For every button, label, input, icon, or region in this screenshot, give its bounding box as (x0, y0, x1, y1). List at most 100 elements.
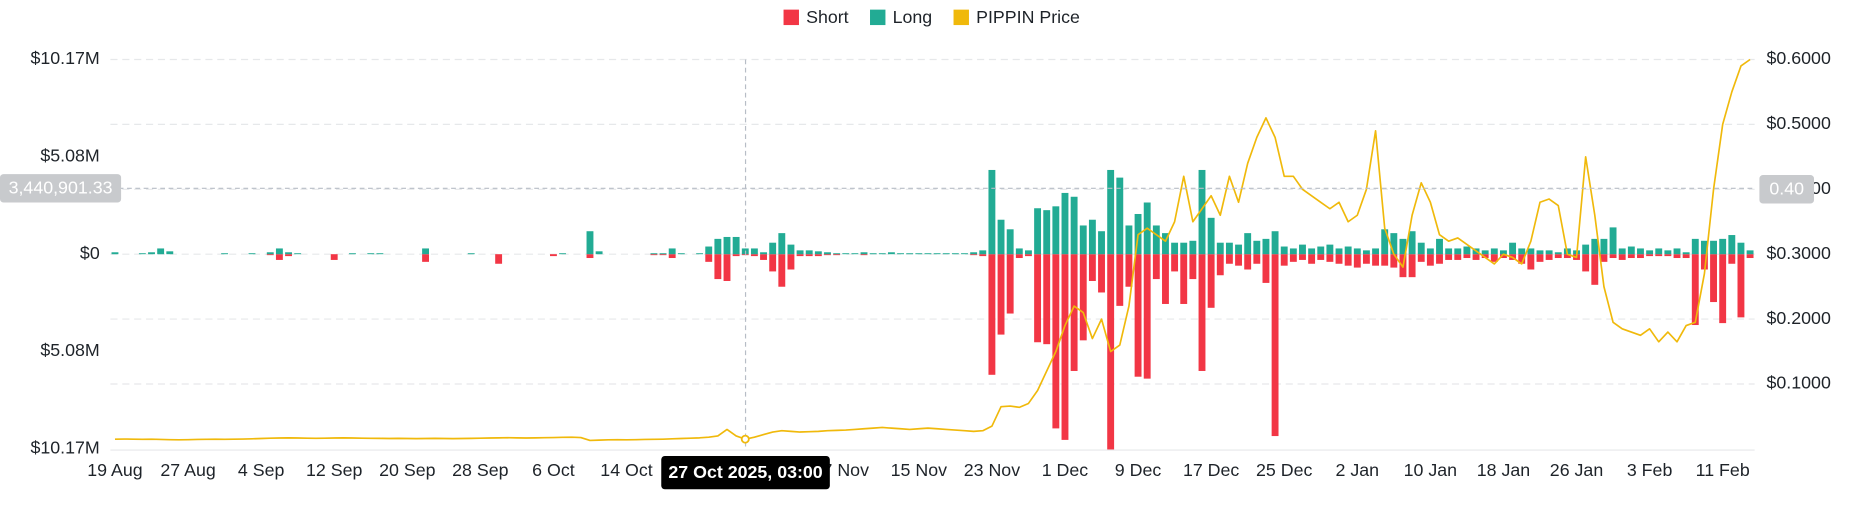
bar (1171, 242, 1179, 255)
bar (860, 254, 868, 256)
bar (824, 254, 831, 256)
x-tick-label: 23 Nov (964, 460, 1020, 480)
crosshair-x-box (661, 456, 830, 490)
bar (1052, 206, 1060, 255)
bar (1289, 248, 1297, 255)
bar (1006, 254, 1014, 314)
bar (1308, 248, 1316, 255)
bar (1061, 254, 1069, 440)
bar (1207, 217, 1215, 255)
x-tick-label: 25 Dec (1256, 460, 1312, 480)
bar (1600, 254, 1608, 262)
x-tick-label: 10 Jan (1404, 460, 1457, 480)
bar (1463, 254, 1471, 259)
bar (1545, 254, 1553, 260)
bar (1481, 250, 1489, 255)
bar (732, 254, 740, 257)
bar (1116, 177, 1124, 255)
bar (1025, 250, 1032, 255)
bar (1317, 246, 1325, 255)
bar (1627, 254, 1635, 259)
bar (668, 254, 676, 259)
bar (714, 238, 722, 255)
y-tick-label: $5.08M (40, 340, 99, 360)
bar (1637, 248, 1644, 255)
bar (1426, 248, 1434, 255)
bar (1700, 240, 1708, 255)
bar (1673, 254, 1681, 259)
y2-tick-label: $0.2000 (1767, 308, 1831, 328)
bar (1664, 254, 1672, 257)
bar (1700, 254, 1708, 270)
x-tick-label: 19 Aug (87, 460, 142, 480)
crosshair-x-label: 27 Oct 2025, 03:00 (668, 462, 822, 482)
bar (1417, 242, 1425, 255)
bar (1189, 254, 1197, 280)
bar (1098, 231, 1105, 255)
legend-label: Short (806, 7, 849, 27)
bar (1490, 248, 1498, 255)
bar (1088, 219, 1096, 255)
bar (1554, 254, 1562, 259)
y-tick-label: $5.08M (40, 146, 99, 166)
bar (330, 254, 338, 260)
bar (285, 254, 292, 257)
bar (467, 253, 475, 255)
bar (778, 233, 786, 255)
bar (970, 252, 978, 255)
bar (1025, 254, 1032, 257)
bar (1061, 192, 1069, 255)
bar (1445, 248, 1453, 255)
bar (1518, 248, 1526, 255)
bar (659, 254, 667, 256)
bar (1125, 254, 1133, 287)
x-tick-label: 27 Aug (160, 460, 215, 480)
bar (869, 253, 877, 255)
bar (814, 254, 822, 257)
bar (1244, 254, 1252, 270)
bar (1582, 244, 1590, 255)
bar (851, 253, 859, 255)
bar (221, 253, 229, 255)
bar (495, 254, 503, 264)
bar (714, 254, 722, 280)
bar (1043, 254, 1051, 345)
bar (1152, 225, 1160, 255)
x-tick-label: 26 Jan (1550, 460, 1603, 480)
bar (1545, 250, 1553, 255)
bar (1591, 254, 1599, 285)
bar (1180, 242, 1188, 255)
bar (650, 254, 658, 256)
bar (275, 248, 283, 255)
crosshair-dot (740, 434, 750, 444)
legend-label: Long (893, 7, 933, 27)
bar (1280, 246, 1288, 255)
bar (1673, 248, 1681, 255)
bar (979, 250, 987, 255)
bar (111, 252, 119, 255)
y-tick-label: $10.17M (30, 48, 99, 68)
bar (1691, 238, 1699, 255)
bar (824, 252, 831, 255)
bar (1719, 238, 1727, 255)
bar (760, 254, 767, 260)
bar (1280, 254, 1288, 266)
bar (148, 252, 155, 255)
bar (1308, 254, 1316, 264)
bar (1015, 254, 1023, 259)
bar (1079, 254, 1087, 341)
bar (951, 253, 959, 255)
bar (1353, 254, 1361, 268)
bar (1262, 254, 1270, 283)
bar (1344, 246, 1352, 255)
bar (787, 254, 795, 270)
bar (1390, 233, 1398, 255)
bar (833, 254, 841, 256)
x-tick-label: 4 Sep (238, 460, 285, 480)
bar (1655, 254, 1663, 257)
x-tick-label: 6 Oct (532, 460, 575, 480)
crosshair-y-label: 3,440,901.33 (9, 178, 113, 198)
bar (961, 253, 968, 255)
y2-tick-label: $0.5000 (1767, 113, 1831, 133)
bar (769, 254, 777, 272)
